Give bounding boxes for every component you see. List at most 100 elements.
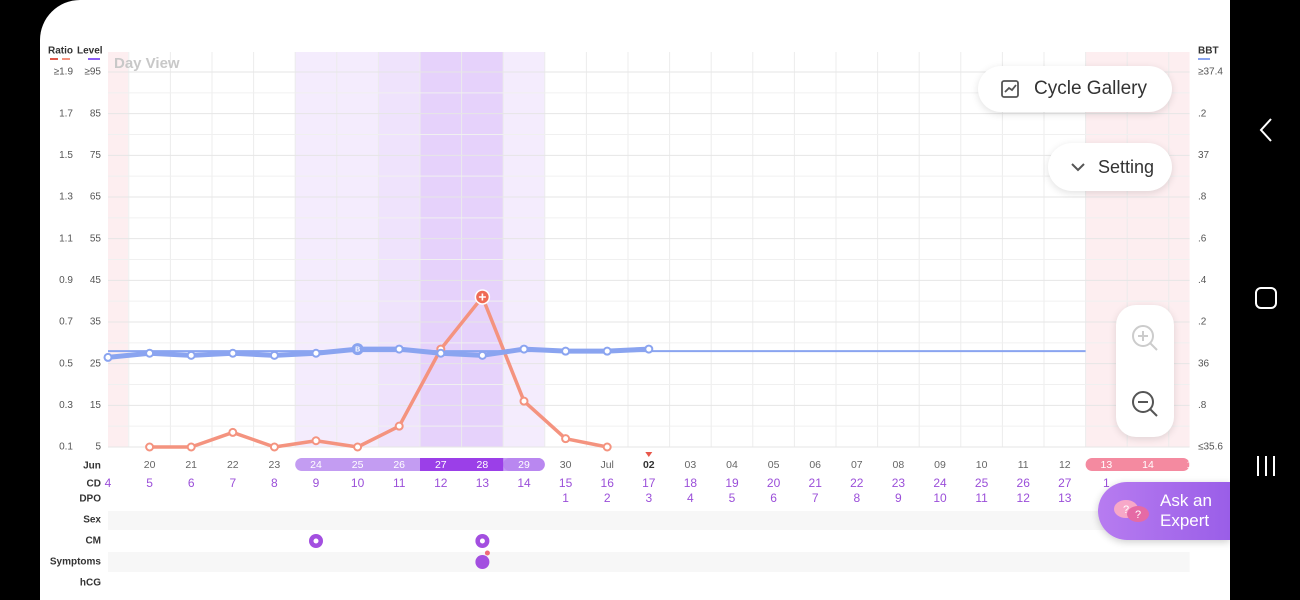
date-label: Jul (600, 459, 613, 471)
dpo-label: 4 (687, 491, 694, 505)
row-label: DPO (79, 494, 101, 505)
bbt-tick-label: .8 (1198, 192, 1207, 203)
date-label: 05 (768, 459, 780, 471)
data-point (186, 442, 196, 452)
svg-text:?: ? (1135, 509, 1141, 521)
dpo-label: 9 (895, 491, 902, 505)
bbt-tick-label: .6 (1198, 233, 1207, 244)
row-stripe (108, 511, 1190, 530)
level-tick-label: 5 (95, 442, 101, 453)
nav-back[interactable] (1259, 118, 1272, 142)
axis-title: BBT (1198, 46, 1219, 57)
data-point (394, 344, 404, 354)
ratio-tick-label: 0.9 (59, 275, 73, 286)
row-stripe (108, 552, 1190, 572)
cd-label: 10 (351, 476, 365, 490)
bbt-tick-label: .2 (1198, 108, 1207, 119)
date-label: 02 (643, 459, 655, 471)
bbt-tick-label: ≥37.4 (1198, 67, 1223, 78)
level-tick-label: ≥95 (84, 67, 101, 78)
button-label: Ask an (1160, 491, 1212, 510)
dpo-label: 10 (933, 491, 947, 505)
expert-icon: ?? (1114, 500, 1149, 522)
period-band (108, 52, 128, 447)
data-point (394, 421, 404, 431)
fertile-chip (503, 458, 545, 471)
date-label: 11 (1018, 459, 1029, 471)
cd-label: 25 (975, 476, 989, 490)
cd-label: 22 (850, 476, 864, 490)
date-label: 14 (1142, 459, 1154, 471)
level-tick-label: 75 (90, 150, 102, 161)
series-line (149, 295, 608, 449)
ratio-tick-label: ≥1.9 (54, 67, 74, 78)
symptom-icon (475, 555, 490, 569)
bbt-marker (351, 343, 364, 356)
date-label: 28 (477, 459, 489, 471)
cd-label: 15 (559, 476, 573, 490)
month-label: Jun (83, 461, 101, 472)
data-point (103, 352, 113, 362)
bbt-tick-label: .8 (1198, 400, 1207, 411)
level-tick-label: 45 (90, 275, 102, 286)
level-tick-label: 65 (90, 192, 102, 203)
ratio-tick-label: 0.3 (59, 400, 73, 411)
date-label: 1 (1187, 459, 1193, 471)
cd-label: 14 (517, 476, 531, 490)
date-label: 24 (310, 459, 322, 471)
fertile-band (378, 52, 420, 447)
date-label: 09 (934, 459, 946, 471)
data-point (353, 442, 363, 452)
date-label: 23 (269, 459, 281, 471)
level-tick-label: 85 (90, 108, 102, 119)
zoom-controls (1116, 305, 1174, 437)
data-point (519, 344, 529, 354)
ask-expert-button[interactable]: ?? Ask an Expert (1098, 482, 1230, 540)
cd-label: 13 (476, 476, 490, 490)
dpo-label: 1 (562, 491, 569, 505)
dpo-label: 11 (975, 491, 988, 505)
cd-label: 17 (642, 476, 656, 490)
cd-label: 18 (684, 476, 698, 490)
date-label: 27 (435, 459, 447, 471)
date-label: 21 (185, 459, 197, 471)
data-point (519, 396, 529, 406)
cycle-gallery-button[interactable]: Cycle Gallery (978, 66, 1172, 112)
row-label: CM (85, 536, 101, 547)
bbt-tick-label: .2 (1198, 317, 1207, 328)
today-marker (645, 452, 653, 457)
period-chip (1085, 458, 1190, 471)
data-point (145, 442, 155, 452)
cd-label: 19 (725, 476, 739, 490)
date-label: 13 (1101, 459, 1113, 471)
bbt-tick-label: ≤35.6 (1198, 442, 1223, 453)
cd-label: 7 (229, 476, 236, 490)
nav-home[interactable] (1255, 287, 1277, 309)
dpo-label: 6 (770, 491, 777, 505)
data-point (145, 348, 155, 358)
data-point (477, 350, 487, 360)
data-point (561, 434, 571, 444)
symptom-badge (484, 550, 490, 556)
cm-icon-dot (313, 538, 319, 544)
cm-icon-dot (479, 538, 485, 544)
date-label: 06 (809, 459, 821, 471)
nav-recents[interactable] (1257, 456, 1275, 476)
cd-label: 16 (601, 476, 615, 490)
dpo-label: 3 (645, 491, 652, 505)
ratio-tick-label: 1.7 (59, 108, 73, 119)
cd-label: 11 (393, 476, 406, 490)
setting-button[interactable]: Setting (1048, 143, 1172, 191)
ratio-tick-label: 0.1 (59, 442, 73, 453)
zoom-out[interactable] (1131, 390, 1159, 418)
cd-label: 21 (809, 476, 823, 490)
dpo-label: 13 (1058, 491, 1072, 505)
dpo-label: 5 (729, 491, 736, 505)
cd-label: 6 (188, 476, 195, 490)
view-title: Day View (114, 55, 180, 72)
zoom-in[interactable] (1131, 324, 1159, 352)
date-label: 29 (518, 459, 530, 471)
ratio-tick-label: 1.3 (59, 192, 73, 203)
data-point (602, 346, 612, 356)
data-point (228, 427, 238, 437)
